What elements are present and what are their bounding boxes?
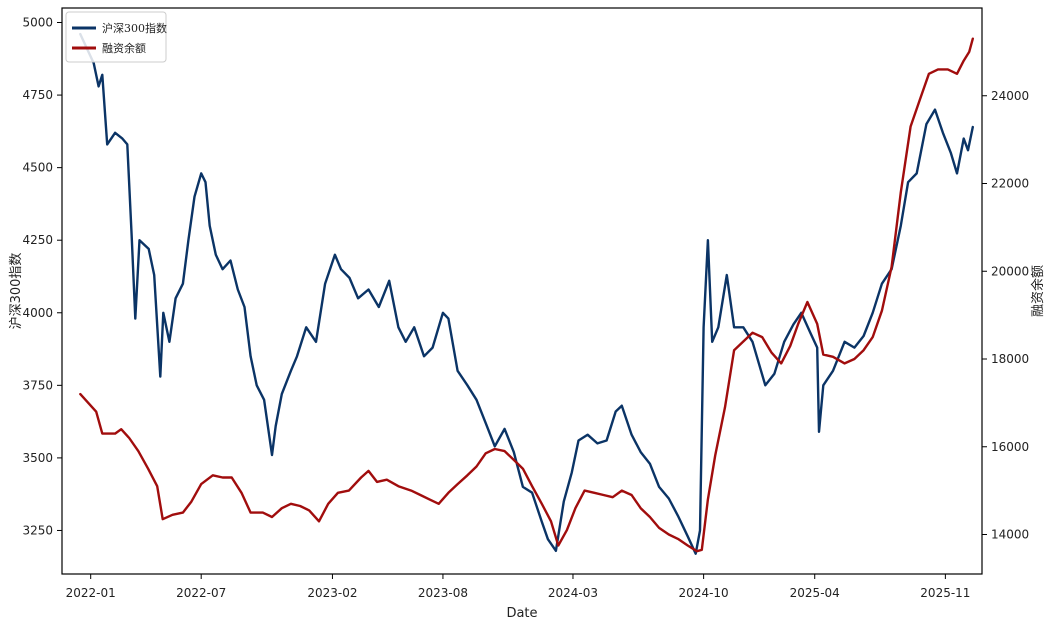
y-left-tick-label: 5000 xyxy=(22,16,53,30)
plot-frame xyxy=(61,7,983,575)
y-right-tick-label: 16000 xyxy=(991,440,1029,454)
y-left-tick-label: 3500 xyxy=(22,451,53,465)
x-axis-title: Date xyxy=(506,606,537,621)
x-tick-label: 2023-08 xyxy=(418,586,468,600)
y-right-tick-label: 24000 xyxy=(991,89,1029,103)
x-tick-label: 2022-07 xyxy=(176,586,226,600)
y-right-tick-label: 20000 xyxy=(991,264,1029,278)
series-line-index xyxy=(79,32,974,555)
y-right-axis-title: 融资余额 xyxy=(1030,265,1046,317)
series-layer xyxy=(79,32,974,555)
y-left-tick-label: 4750 xyxy=(22,88,53,102)
y-left-tick-label: 3250 xyxy=(22,523,53,537)
y-left-tick-label: 4250 xyxy=(22,233,53,247)
y-right-tick-label: 22000 xyxy=(991,177,1029,191)
y-right-tick-label: 14000 xyxy=(991,528,1029,542)
x-tick-label: 2025-04 xyxy=(790,586,840,600)
legend-label-margin: 融资余额 xyxy=(102,41,146,55)
x-axis-ticks: 2022-01 2022-07 2023-02 2023-08 2024-03 2024-… xyxy=(66,574,970,600)
series-line-margin xyxy=(79,37,974,553)
y-left-tick-label: 3750 xyxy=(22,378,53,392)
x-tick-label: 2024-10 xyxy=(679,586,729,600)
x-tick-label: 2023-02 xyxy=(307,586,357,600)
x-tick-label: 2025-11 xyxy=(920,586,970,600)
y-left-axis-ticks: 3250 3500 3750 4000 4250 4500 4750 5000 xyxy=(22,16,62,537)
x-tick-label: 2022-01 xyxy=(66,586,116,600)
y-left-axis-title: 沪深300指数 xyxy=(8,253,24,330)
y-right-axis-ticks: 14000 16000 18000 20000 22000 24000 xyxy=(982,89,1029,542)
y-right-tick-label: 18000 xyxy=(991,352,1029,366)
legend-label-index: 沪深300指数 xyxy=(102,21,167,35)
y-left-tick-label: 4500 xyxy=(22,161,53,175)
legend: 沪深300指数 融资余额 xyxy=(65,11,167,63)
y-left-tick-label: 4000 xyxy=(22,306,53,320)
x-tick-label: 2024-03 xyxy=(548,586,598,600)
